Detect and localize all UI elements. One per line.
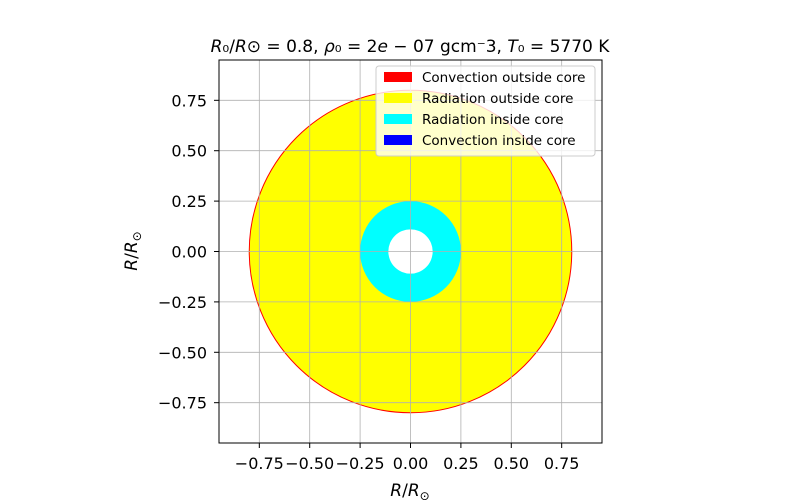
chart-title: R₀/R⊙ = 0.8, ρ₀ = 2e − 07 gcm⁻3, T₀ = 57…	[211, 37, 611, 57]
y-tick-label: −0.75	[158, 394, 207, 413]
x-axis-label-sub: ⊙	[420, 489, 430, 500]
y-tick-label: 0.00	[171, 243, 207, 262]
chart-title-part: ⊙	[247, 37, 261, 57]
x-tick-label: −0.75	[235, 454, 284, 473]
chart-title-part: T	[507, 37, 519, 57]
x-tick-label: 0.50	[493, 454, 529, 473]
legend-label: Radiation inside core	[422, 112, 564, 128]
chart-title-part: ₀	[335, 37, 342, 57]
y-tick-label: −0.25	[158, 293, 207, 312]
legend-label: Convection inside core	[422, 133, 576, 149]
legend-label: Radiation outside core	[422, 91, 573, 107]
chart-title-part: = 5770 K	[525, 37, 611, 57]
y-tick-label: 0.50	[171, 142, 207, 161]
x-tick-label: 0.25	[443, 454, 479, 473]
x-axis-label: R/R⊙	[390, 481, 429, 500]
y-axis-label-main: R	[122, 259, 142, 271]
chart-title-part: R	[235, 37, 247, 57]
legend-swatch	[384, 93, 412, 103]
y-tick-label: 0.75	[171, 91, 207, 110]
chart-title-part: = 0.8,	[261, 37, 324, 57]
x-tick-label: −0.50	[285, 454, 334, 473]
chart-title-part: ₀	[518, 37, 525, 57]
chart-title-part: e	[377, 37, 387, 57]
y-tick-label: −0.50	[158, 343, 207, 362]
chart-title-part: /	[229, 37, 235, 57]
y-axis-label: R/R⊙	[122, 231, 144, 270]
chart-title-part: R	[211, 37, 223, 57]
x-axis-label-main: R	[390, 481, 402, 500]
legend: Convection outside core Radiation outside…	[375, 65, 596, 157]
legend-label: Convection outside core	[422, 70, 585, 86]
x-axis-label-den: R	[408, 481, 420, 500]
y-axis-label-sub: ⊙	[130, 231, 144, 241]
legend-swatch	[384, 135, 412, 145]
y-axis-label-den: R	[122, 241, 142, 253]
y-tick-label: 0.25	[171, 192, 207, 211]
chart-title-part: − 07 gcm	[388, 37, 477, 57]
chart-title-part: ρ	[324, 37, 335, 57]
chart-title-part: ⁻	[477, 37, 486, 57]
legend-box	[375, 65, 596, 157]
chart-title-part: ₀	[222, 37, 229, 57]
tick-layer: −0.75 −0.50 −0.25 0.00 0.25 0.50 0.750.750.500…	[158, 91, 580, 473]
x-tick-label: 0.75	[544, 454, 580, 473]
legend-swatch	[384, 114, 412, 124]
legend-swatch	[384, 72, 412, 82]
chart-title-part: 3,	[486, 37, 508, 57]
legend-items: Convection outside core Radiation outside…	[384, 70, 585, 149]
y-axis-label-sep: /	[122, 253, 142, 259]
x-axis-label-sep: /	[402, 481, 408, 500]
x-tick-label: −0.25	[336, 454, 385, 473]
x-tick-label: 0.00	[393, 454, 429, 473]
chart-title-part: = 2	[342, 37, 378, 57]
